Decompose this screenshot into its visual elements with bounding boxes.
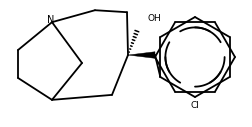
Text: Cl: Cl	[190, 101, 199, 110]
Text: N: N	[47, 15, 54, 25]
Polygon shape	[128, 52, 154, 58]
Text: OH: OH	[147, 14, 161, 23]
